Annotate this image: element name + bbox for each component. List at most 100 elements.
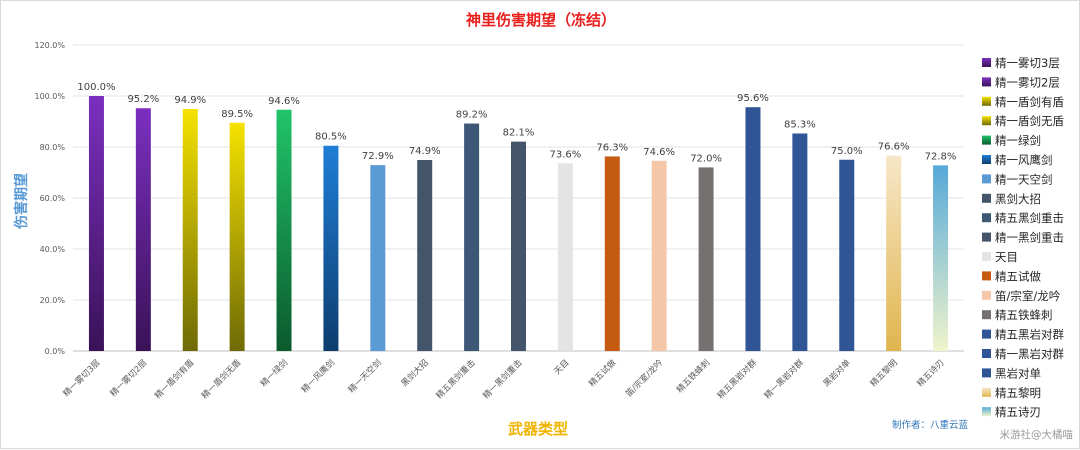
legend-entry: 精一黑剑重击 [995, 231, 1064, 245]
category-label: 天目 [552, 358, 571, 377]
legend-swatch [982, 271, 991, 281]
bar [557, 163, 573, 351]
bars [88, 96, 949, 352]
data-label: 89.5% [221, 109, 253, 120]
data-label: 85.3% [784, 119, 816, 130]
legend-entry: 精一盾剑有盾 [995, 95, 1064, 109]
bar [839, 159, 855, 351]
legend-entry: 精五试做 [995, 269, 1041, 283]
data-label: 94.9% [174, 95, 206, 106]
bar [886, 155, 902, 351]
data-label: 94.6% [268, 96, 300, 107]
legend-swatch [982, 58, 991, 67]
legend-entry: 精一绿剑 [995, 134, 1041, 148]
legend-swatch [982, 77, 991, 87]
legend-swatch [982, 116, 991, 126]
legend-entry: 精五诗刃 [995, 405, 1041, 419]
data-label: 76.6% [878, 142, 910, 153]
legend-entry: 黑岩对单 [995, 366, 1041, 380]
category-label: 精一黑剑重击 [481, 357, 525, 401]
bar [135, 108, 151, 352]
legend-swatch [982, 349, 991, 358]
category-label: 精五黑岩对群 [715, 357, 759, 401]
legend-swatch [982, 329, 991, 339]
legend-entry: 黑剑大招 [995, 192, 1041, 206]
data-label: 100.0% [77, 82, 115, 93]
legend-entry: 精五黑岩对群 [995, 328, 1064, 342]
legend-swatch [982, 155, 991, 164]
category-label: 精一绿剑 [258, 357, 290, 389]
legend-swatch [982, 232, 991, 242]
data-label: 74.9% [409, 146, 441, 157]
data-label: 80.5% [315, 132, 347, 143]
legend-entry: 精一天空剑 [995, 172, 1053, 186]
legend-entry: 精一雾切2层 [995, 75, 1060, 89]
legend-swatch [982, 174, 991, 184]
y-tick-label: 40.0% [40, 245, 66, 254]
category-label: 精一盾剑有盾 [153, 357, 197, 401]
credit-text: 制作者：八重云蓝 [892, 419, 969, 431]
bar [370, 165, 386, 351]
bar [651, 160, 667, 351]
y-axis-ticks: 0.0% 20.0% 40.0% 60.0% 80.0% 100.0% 120.0% [34, 41, 65, 356]
category-label: 精五诗刃 [915, 357, 947, 389]
data-label: 95.2% [127, 94, 159, 105]
bar [464, 123, 480, 351]
legend-entry: 精一盾剑无盾 [995, 114, 1064, 128]
legend: 精一雾切3层精一雾切2层精一盾剑有盾精一盾剑无盾精一绿剑精一风鹰剑精一天空剑黑剑… [982, 56, 1064, 419]
data-label: 82.1% [503, 128, 535, 139]
legend-swatch [982, 290, 991, 300]
x-axis-categories: 精一雾切3层 精一雾切2层 精一盾剑有盾 精一盾剑无盾 精一绿剑 精一风鹰剑 精一天空剑 黑剑… [61, 357, 947, 401]
legend-entry: 精五黑剑重击 [995, 211, 1064, 225]
y-tick-label: 120.0% [34, 41, 65, 50]
data-label: 74.6% [643, 147, 675, 158]
category-label: 精一风鹰剑 [299, 357, 337, 395]
category-label: 精五试做 [587, 357, 619, 389]
legend-swatch [982, 96, 991, 106]
category-label: 精一黑岩对群 [762, 357, 806, 401]
data-label: 73.6% [550, 149, 582, 160]
chart-title: 神里伤害期望（冻结） [466, 11, 616, 29]
y-tick-label: 80.0% [40, 143, 66, 152]
data-label: 72.0% [690, 153, 722, 164]
watermark-text: 米游社@大橘喵 [1000, 428, 1074, 441]
data-label: 72.8% [925, 151, 957, 162]
legend-entry: 精一黑岩对群 [995, 347, 1064, 361]
category-label: 精一天空剑 [346, 357, 384, 395]
legend-entry: 精五黎明 [995, 386, 1041, 400]
data-label: 95.6% [737, 93, 769, 104]
legend-swatch [982, 368, 991, 378]
bar [276, 109, 292, 352]
bar [229, 122, 245, 352]
category-label: 精五黑剑重击 [434, 357, 478, 401]
category-label: 黑剑大招 [399, 357, 431, 389]
data-labels: 100.0% 95.2% 94.9% 89.5% 94.6% 80.5% 72.9% 74.9… [77, 82, 956, 164]
y-tick-label: 100.0% [34, 92, 65, 101]
data-label: 76.3% [596, 142, 628, 153]
bar [511, 141, 526, 351]
y-tick-label: 0.0% [45, 347, 66, 356]
bar [88, 96, 104, 351]
category-label: 精五铁蜂刺 [674, 357, 712, 395]
legend-entry: 精五铁蜂刺 [995, 308, 1053, 322]
bar [933, 165, 949, 351]
data-label: 89.2% [456, 110, 488, 121]
bar [417, 160, 433, 351]
x-axis-label: 武器类型 [508, 420, 568, 438]
legend-entry: 天目 [995, 250, 1018, 264]
category-label: 黑岩对单 [821, 357, 853, 389]
legend-swatch [982, 252, 991, 261]
data-label: 72.9% [362, 151, 394, 162]
data-label: 75.0% [831, 146, 863, 157]
category-label: 精一盾剑无盾 [199, 357, 243, 401]
bar [698, 167, 714, 351]
category-label: 精一雾切3层 [61, 357, 103, 399]
legend-swatch [982, 407, 991, 417]
category-label: 精一雾切2层 [108, 357, 150, 399]
y-tick-label: 60.0% [40, 194, 66, 203]
y-tick-label: 20.0% [40, 296, 66, 305]
legend-swatch [982, 193, 991, 203]
legend-swatch [982, 387, 991, 397]
